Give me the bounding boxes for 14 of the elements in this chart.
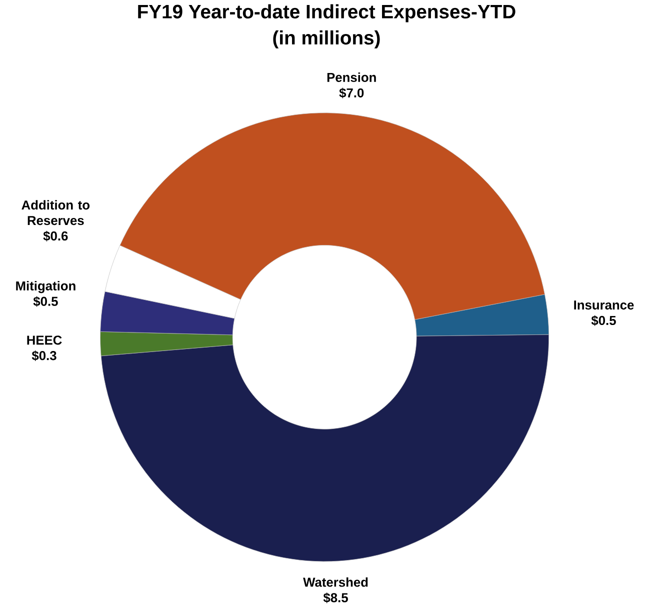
- slice-label: Pension: [327, 72, 376, 82]
- chart-subtitle: (in millions): [273, 30, 380, 48]
- slice-label: Watershed: [303, 577, 368, 587]
- data-label: $0.5: [33, 296, 58, 307]
- data-label: $0.5: [591, 315, 616, 326]
- data-label: $8.5: [323, 592, 348, 603]
- slice-label: Mitigation: [16, 280, 76, 293]
- slice-label: Addition to Reserves: [22, 200, 90, 225]
- slice-label: HEEC: [27, 335, 62, 345]
- slice-label: Insurance: [574, 300, 634, 310]
- data-label: $0.3: [32, 350, 56, 361]
- data-label: $7.0: [339, 88, 364, 98]
- data-label: $0.6: [43, 230, 68, 242]
- chart-title: FY19 Year-to-date Indirect Expenses-YTD: [138, 4, 516, 22]
